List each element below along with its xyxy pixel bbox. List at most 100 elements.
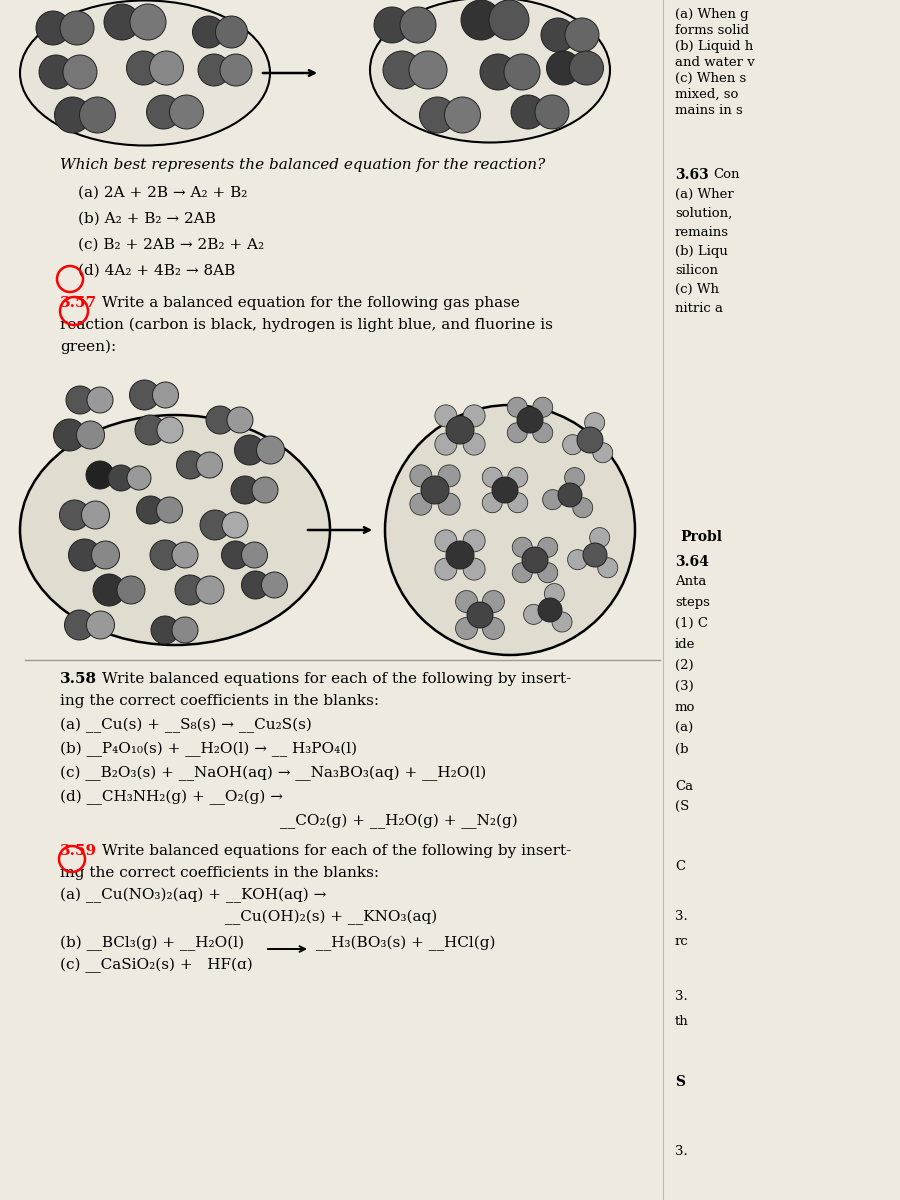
Circle shape xyxy=(464,433,485,455)
Text: (c) __B₂O₃(s) + __NaOH(aq) → __Na₃BO₃(aq) + __H₂O(l): (c) __B₂O₃(s) + __NaOH(aq) → __Na₃BO₃(aq… xyxy=(60,766,486,781)
Circle shape xyxy=(585,413,605,433)
Circle shape xyxy=(55,97,91,133)
Text: (S: (S xyxy=(675,800,689,814)
Text: (a) When g: (a) When g xyxy=(675,8,749,20)
Text: (a) __Cu(s) + __S₈(s) → __Cu₂S(s): (a) __Cu(s) + __S₈(s) → __Cu₂S(s) xyxy=(60,718,312,733)
Text: __CO₂(g) + __H₂O(g) + __N₂(g): __CO₂(g) + __H₂O(g) + __N₂(g) xyxy=(280,814,518,829)
Circle shape xyxy=(464,558,485,580)
Circle shape xyxy=(455,618,478,640)
Circle shape xyxy=(445,97,481,133)
Circle shape xyxy=(508,493,527,512)
Circle shape xyxy=(400,7,436,43)
Circle shape xyxy=(410,464,432,487)
Circle shape xyxy=(252,476,278,503)
Text: solution,: solution, xyxy=(675,206,733,220)
Circle shape xyxy=(538,598,562,622)
Circle shape xyxy=(66,386,94,414)
Circle shape xyxy=(149,50,184,85)
Circle shape xyxy=(537,563,558,583)
Circle shape xyxy=(598,558,617,577)
Circle shape xyxy=(446,541,474,569)
Text: (b) Liqu: (b) Liqu xyxy=(675,245,728,258)
Circle shape xyxy=(533,397,553,418)
Circle shape xyxy=(76,421,104,449)
Text: Ca: Ca xyxy=(675,780,693,793)
Circle shape xyxy=(455,590,478,612)
Text: silicon: silicon xyxy=(675,264,718,277)
Circle shape xyxy=(175,575,205,605)
Circle shape xyxy=(467,602,493,628)
Text: (c) When s: (c) When s xyxy=(675,72,746,85)
Text: ing the correct coefficients in the blanks:: ing the correct coefficients in the blan… xyxy=(60,694,379,708)
Circle shape xyxy=(508,397,527,418)
Circle shape xyxy=(482,467,502,487)
Text: (a) 2A + 2B → A₂ + B₂: (a) 2A + 2B → A₂ + B₂ xyxy=(78,186,248,200)
Circle shape xyxy=(93,574,125,606)
Text: nitric a: nitric a xyxy=(675,302,723,314)
Circle shape xyxy=(543,490,562,510)
Text: forms solid: forms solid xyxy=(675,24,749,37)
Circle shape xyxy=(130,380,159,410)
Circle shape xyxy=(206,406,234,434)
Text: steps: steps xyxy=(675,596,710,608)
Circle shape xyxy=(231,476,259,504)
Text: 3.: 3. xyxy=(675,990,688,1003)
Text: (b) Liquid h: (b) Liquid h xyxy=(675,40,753,53)
Circle shape xyxy=(438,493,460,515)
Circle shape xyxy=(150,540,180,570)
Circle shape xyxy=(151,616,179,644)
Circle shape xyxy=(435,433,457,455)
Circle shape xyxy=(220,54,252,86)
Circle shape xyxy=(508,467,527,487)
Text: rc: rc xyxy=(675,935,688,948)
Circle shape xyxy=(135,415,165,445)
Circle shape xyxy=(533,422,553,443)
Circle shape xyxy=(147,95,181,128)
Circle shape xyxy=(59,500,89,530)
Circle shape xyxy=(419,97,455,133)
Text: 3.: 3. xyxy=(675,910,688,923)
Circle shape xyxy=(461,0,501,40)
Text: (a) Wher: (a) Wher xyxy=(675,188,734,200)
Text: mo: mo xyxy=(675,701,696,714)
Circle shape xyxy=(517,407,543,433)
Text: (b) __BCl₃(g) + __H₂O(l): (b) __BCl₃(g) + __H₂O(l) xyxy=(60,936,244,952)
Circle shape xyxy=(152,382,178,408)
Text: ing the correct coefficients in the blanks:: ing the correct coefficients in the blan… xyxy=(60,866,379,880)
Text: (d) __CH₃NH₂(g) + __O₂(g) →: (d) __CH₃NH₂(g) + __O₂(g) → xyxy=(60,790,283,805)
Circle shape xyxy=(104,4,140,40)
Circle shape xyxy=(409,50,447,89)
Text: 3.64: 3.64 xyxy=(675,554,709,569)
Circle shape xyxy=(482,618,504,640)
Text: 3.58: 3.58 xyxy=(60,672,97,686)
Text: (b: (b xyxy=(675,743,688,756)
Circle shape xyxy=(127,50,160,85)
Circle shape xyxy=(262,572,287,598)
Circle shape xyxy=(570,50,604,85)
Circle shape xyxy=(241,542,267,568)
Text: and water v: and water v xyxy=(675,56,755,68)
Ellipse shape xyxy=(20,0,270,145)
Text: 3.59: 3.59 xyxy=(60,844,97,858)
Circle shape xyxy=(541,18,575,52)
Text: remains: remains xyxy=(675,226,729,239)
Circle shape xyxy=(552,612,572,632)
Circle shape xyxy=(511,95,545,128)
Circle shape xyxy=(480,54,516,90)
Text: 3.63: 3.63 xyxy=(675,168,709,182)
Circle shape xyxy=(36,11,70,44)
Circle shape xyxy=(565,18,599,52)
Circle shape xyxy=(196,452,222,478)
Circle shape xyxy=(200,510,230,540)
Text: __Cu(OH)₂(s) + __KNO₃(aq): __Cu(OH)₂(s) + __KNO₃(aq) xyxy=(225,910,437,925)
Circle shape xyxy=(464,404,485,427)
Text: (b) A₂ + B₂ → 2AB: (b) A₂ + B₂ → 2AB xyxy=(78,212,216,226)
Circle shape xyxy=(157,416,183,443)
Text: (1) C: (1) C xyxy=(675,617,708,630)
Circle shape xyxy=(60,11,94,44)
Circle shape xyxy=(157,497,183,523)
Text: 3.: 3. xyxy=(675,1145,688,1158)
Circle shape xyxy=(215,16,248,48)
Circle shape xyxy=(86,611,114,638)
Text: (2): (2) xyxy=(675,659,694,672)
